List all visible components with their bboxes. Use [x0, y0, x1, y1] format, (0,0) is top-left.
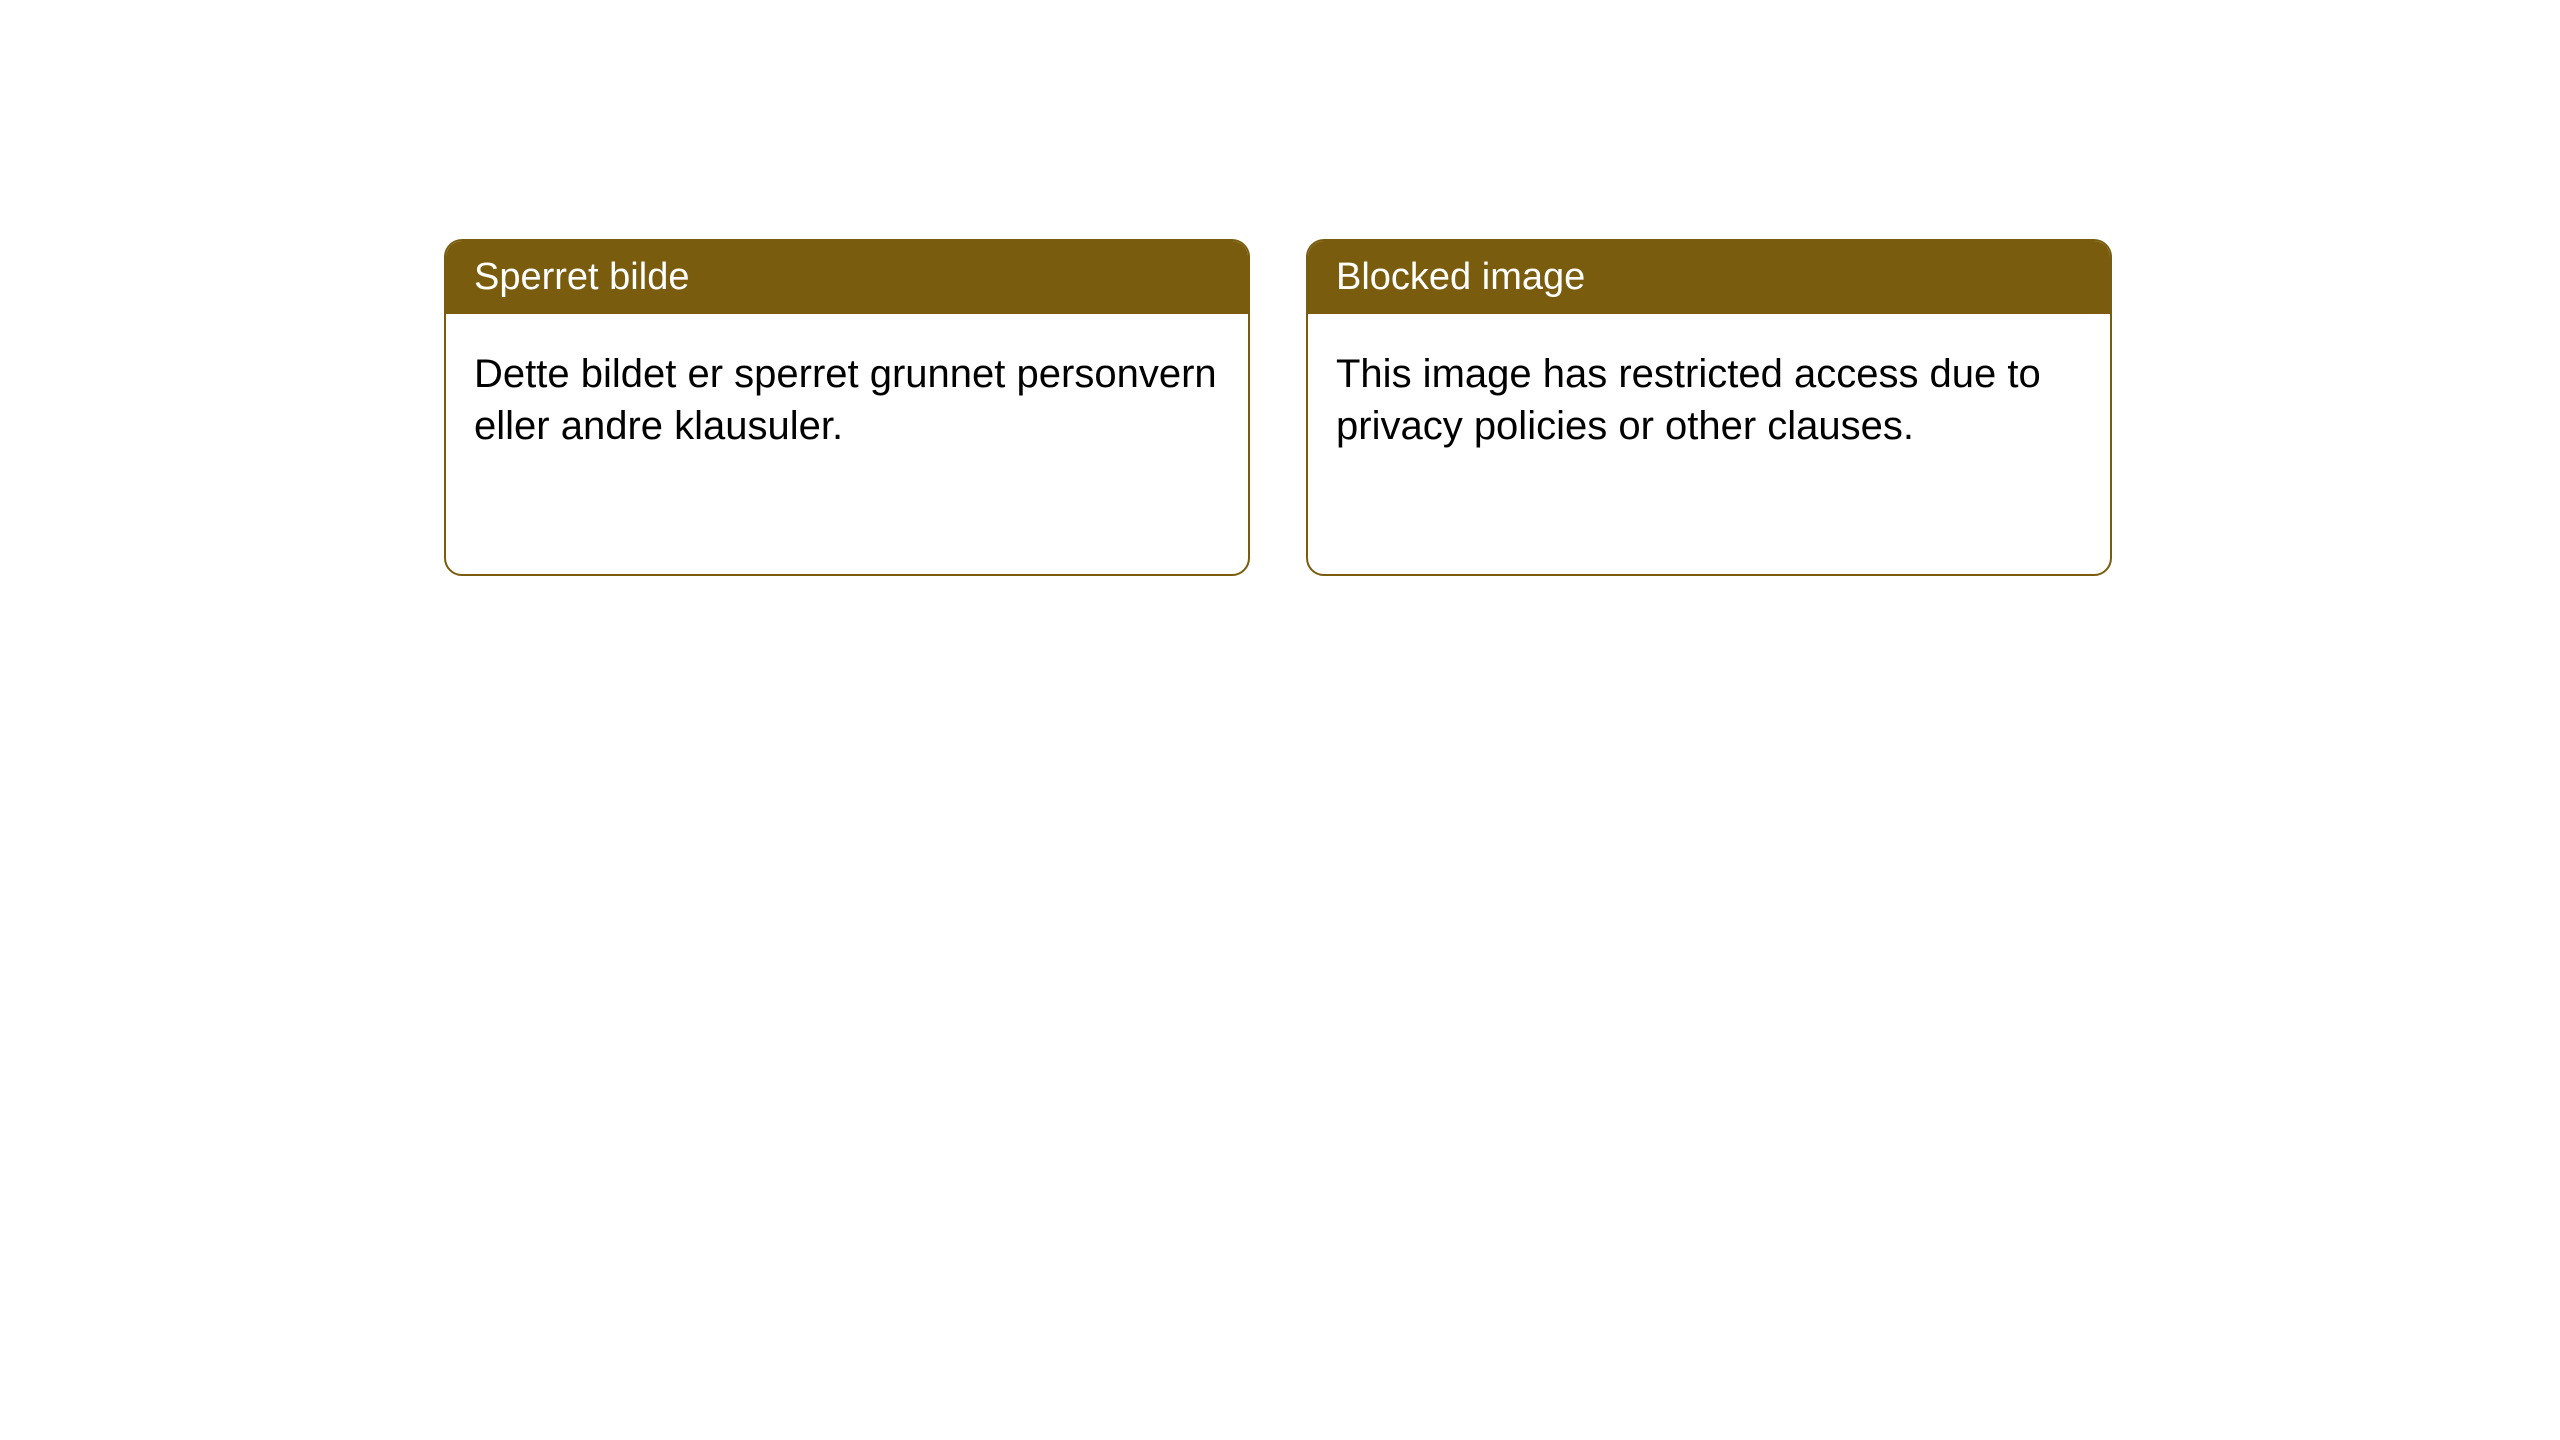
card-body: Dette bildet er sperret grunnet personve… — [446, 314, 1248, 574]
notice-cards-container: Sperret bilde Dette bildet er sperret gr… — [444, 239, 2112, 576]
card-body-text: Dette bildet er sperret grunnet personve… — [474, 352, 1217, 448]
card-body-text: This image has restricted access due to … — [1336, 352, 2041, 448]
card-header: Sperret bilde — [446, 241, 1248, 314]
card-title: Blocked image — [1336, 256, 1585, 298]
blocked-image-card-english: Blocked image This image has restricted … — [1306, 239, 2112, 576]
card-body: This image has restricted access due to … — [1308, 314, 2110, 574]
card-header: Blocked image — [1308, 241, 2110, 314]
blocked-image-card-norwegian: Sperret bilde Dette bildet er sperret gr… — [444, 239, 1250, 576]
card-title: Sperret bilde — [474, 256, 689, 298]
